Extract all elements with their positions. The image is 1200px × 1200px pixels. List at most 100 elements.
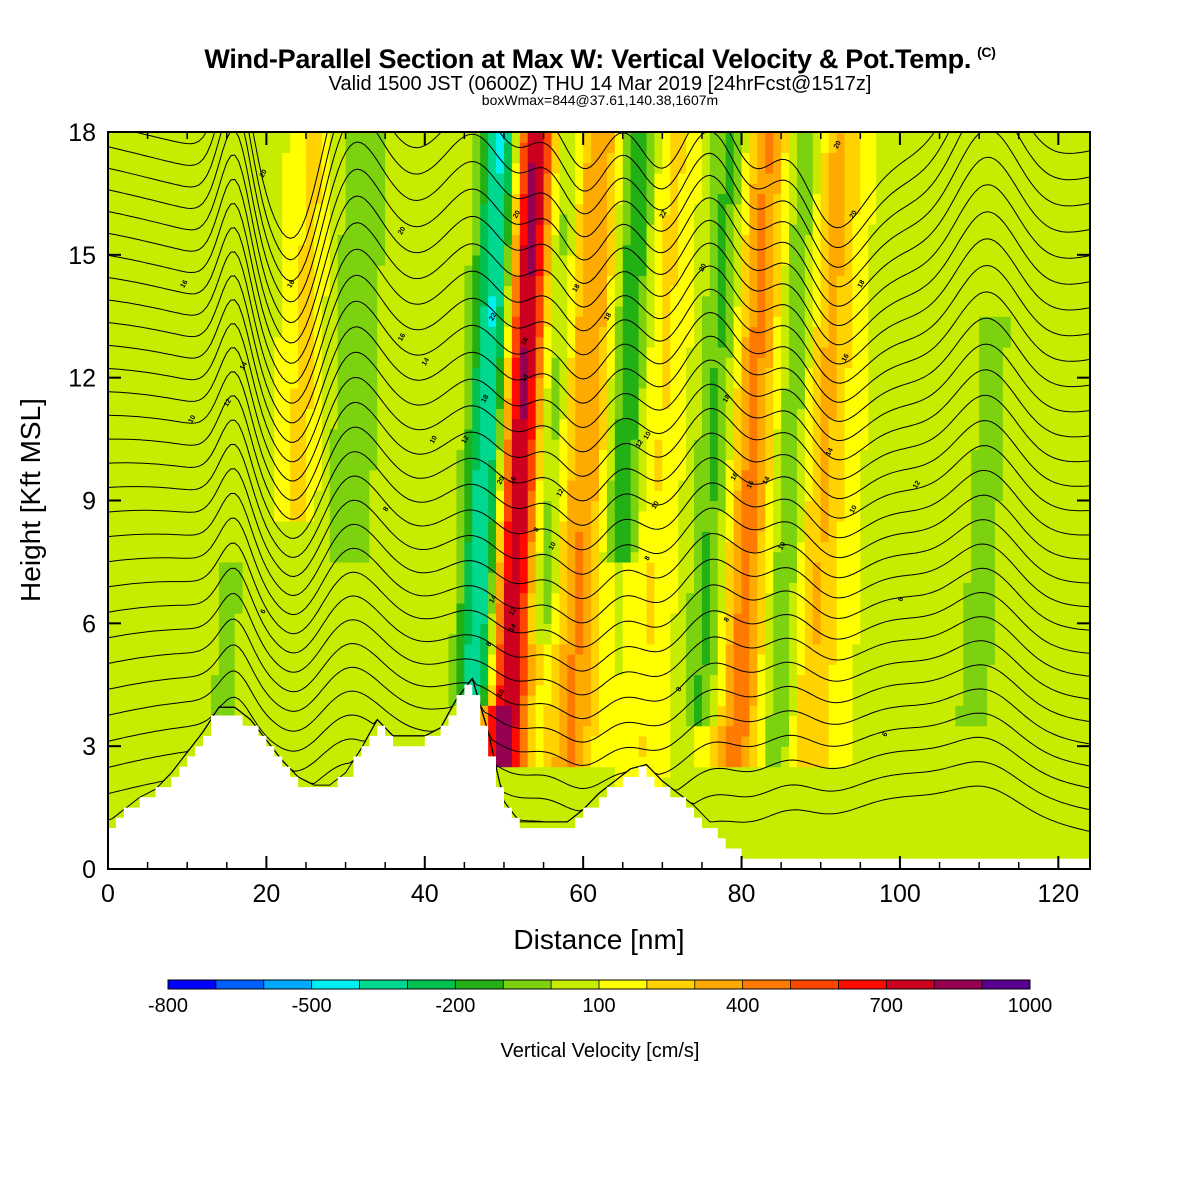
velocity-cell (480, 551, 489, 563)
velocity-cell (361, 357, 370, 369)
velocity-cell (511, 715, 521, 727)
velocity-cell (432, 664, 442, 676)
velocity-cell (401, 244, 410, 256)
velocity-cell (488, 531, 497, 543)
velocity-cell (472, 623, 481, 635)
velocity-cell (108, 705, 117, 717)
velocity-cell (654, 664, 663, 676)
velocity-cell (496, 428, 505, 440)
velocity-cell (123, 592, 133, 604)
velocity-cell (638, 613, 648, 624)
velocity-cell (535, 797, 545, 809)
velocity-cell (527, 715, 537, 727)
velocity-cell (551, 572, 560, 583)
velocity-cell (432, 377, 442, 389)
velocity-cell (313, 664, 323, 676)
velocity-cell (218, 326, 228, 338)
velocity-cell (614, 408, 624, 420)
velocity-cell (567, 459, 576, 471)
velocity-cell (353, 654, 363, 665)
velocity-cell (123, 787, 133, 798)
velocity-cell (575, 449, 584, 461)
velocity-cell (163, 306, 172, 317)
velocity-cell (519, 213, 529, 225)
velocity-cell (416, 428, 426, 440)
velocity-cell (488, 193, 497, 205)
velocity-cell (234, 654, 244, 665)
velocity-cell (511, 541, 521, 553)
velocity-cell (250, 551, 260, 563)
velocity-cell (456, 572, 465, 583)
velocity-cell (583, 510, 592, 522)
velocity-cell (543, 664, 553, 676)
velocity-cell (496, 746, 505, 758)
velocity-cell (179, 418, 188, 430)
velocity-cell (432, 725, 442, 737)
velocity-cell (226, 469, 236, 481)
velocity-cell (527, 735, 537, 747)
velocity-cell (108, 520, 117, 532)
velocity-cell (606, 295, 616, 307)
velocity-cell (242, 336, 252, 348)
velocity-cell (488, 674, 497, 686)
velocity-cell (543, 766, 553, 778)
velocity-cell (440, 275, 450, 287)
velocity-cell (163, 776, 172, 788)
velocity-cell (353, 490, 363, 502)
velocity-cell (187, 531, 196, 543)
velocity-cell (638, 398, 648, 409)
velocity-cell (416, 592, 426, 604)
velocity-cell (480, 510, 489, 522)
velocity-cell (266, 142, 275, 154)
velocity-cell (480, 398, 489, 409)
velocity-cell (203, 510, 212, 522)
velocity-cell (606, 183, 616, 195)
velocity-cell (496, 295, 505, 307)
velocity-cell (195, 132, 204, 143)
velocity-cell (179, 346, 188, 358)
velocity-cell (472, 459, 481, 471)
velocity-cell (274, 746, 283, 758)
velocity-cell (630, 172, 640, 184)
velocity-cell (464, 643, 473, 655)
velocity-cell (599, 623, 608, 635)
velocity-cell (393, 602, 402, 614)
velocity-cell (575, 520, 584, 532)
velocity-cell (401, 346, 410, 358)
velocity-cell (575, 336, 584, 348)
velocity-cell (503, 725, 513, 737)
velocity-cell (599, 203, 608, 215)
velocity-cell (488, 705, 497, 717)
velocity-cell (385, 183, 394, 195)
velocity-cell (274, 551, 283, 563)
velocity-cell (290, 439, 299, 450)
velocity-cell (440, 398, 450, 409)
velocity-cell (203, 132, 212, 143)
velocity-cell (599, 183, 608, 195)
velocity-cell (131, 469, 141, 481)
velocity-cell (559, 725, 568, 737)
velocity-cell (527, 213, 537, 225)
velocity-cell (432, 326, 442, 338)
velocity-cell (646, 254, 656, 266)
velocity-cell (321, 295, 331, 307)
velocity-cell (171, 357, 180, 369)
velocity-cell (282, 132, 291, 143)
velocity-cell (472, 418, 481, 430)
velocity-cell (234, 306, 244, 317)
velocity-cell (377, 398, 386, 409)
velocity-cell (321, 316, 331, 328)
velocity-cell (329, 520, 339, 532)
velocity-cell (488, 490, 497, 502)
velocity-cell (622, 664, 632, 676)
velocity-cell (599, 377, 608, 389)
velocity-cell (305, 295, 315, 307)
velocity-cell (519, 346, 529, 358)
velocity-cell (385, 336, 394, 348)
velocity-cell (432, 234, 442, 246)
velocity-cell (242, 357, 252, 369)
velocity-cell (551, 224, 560, 235)
velocity-cell (337, 510, 347, 522)
velocity-cell (163, 387, 172, 399)
velocity-cell (614, 715, 624, 727)
